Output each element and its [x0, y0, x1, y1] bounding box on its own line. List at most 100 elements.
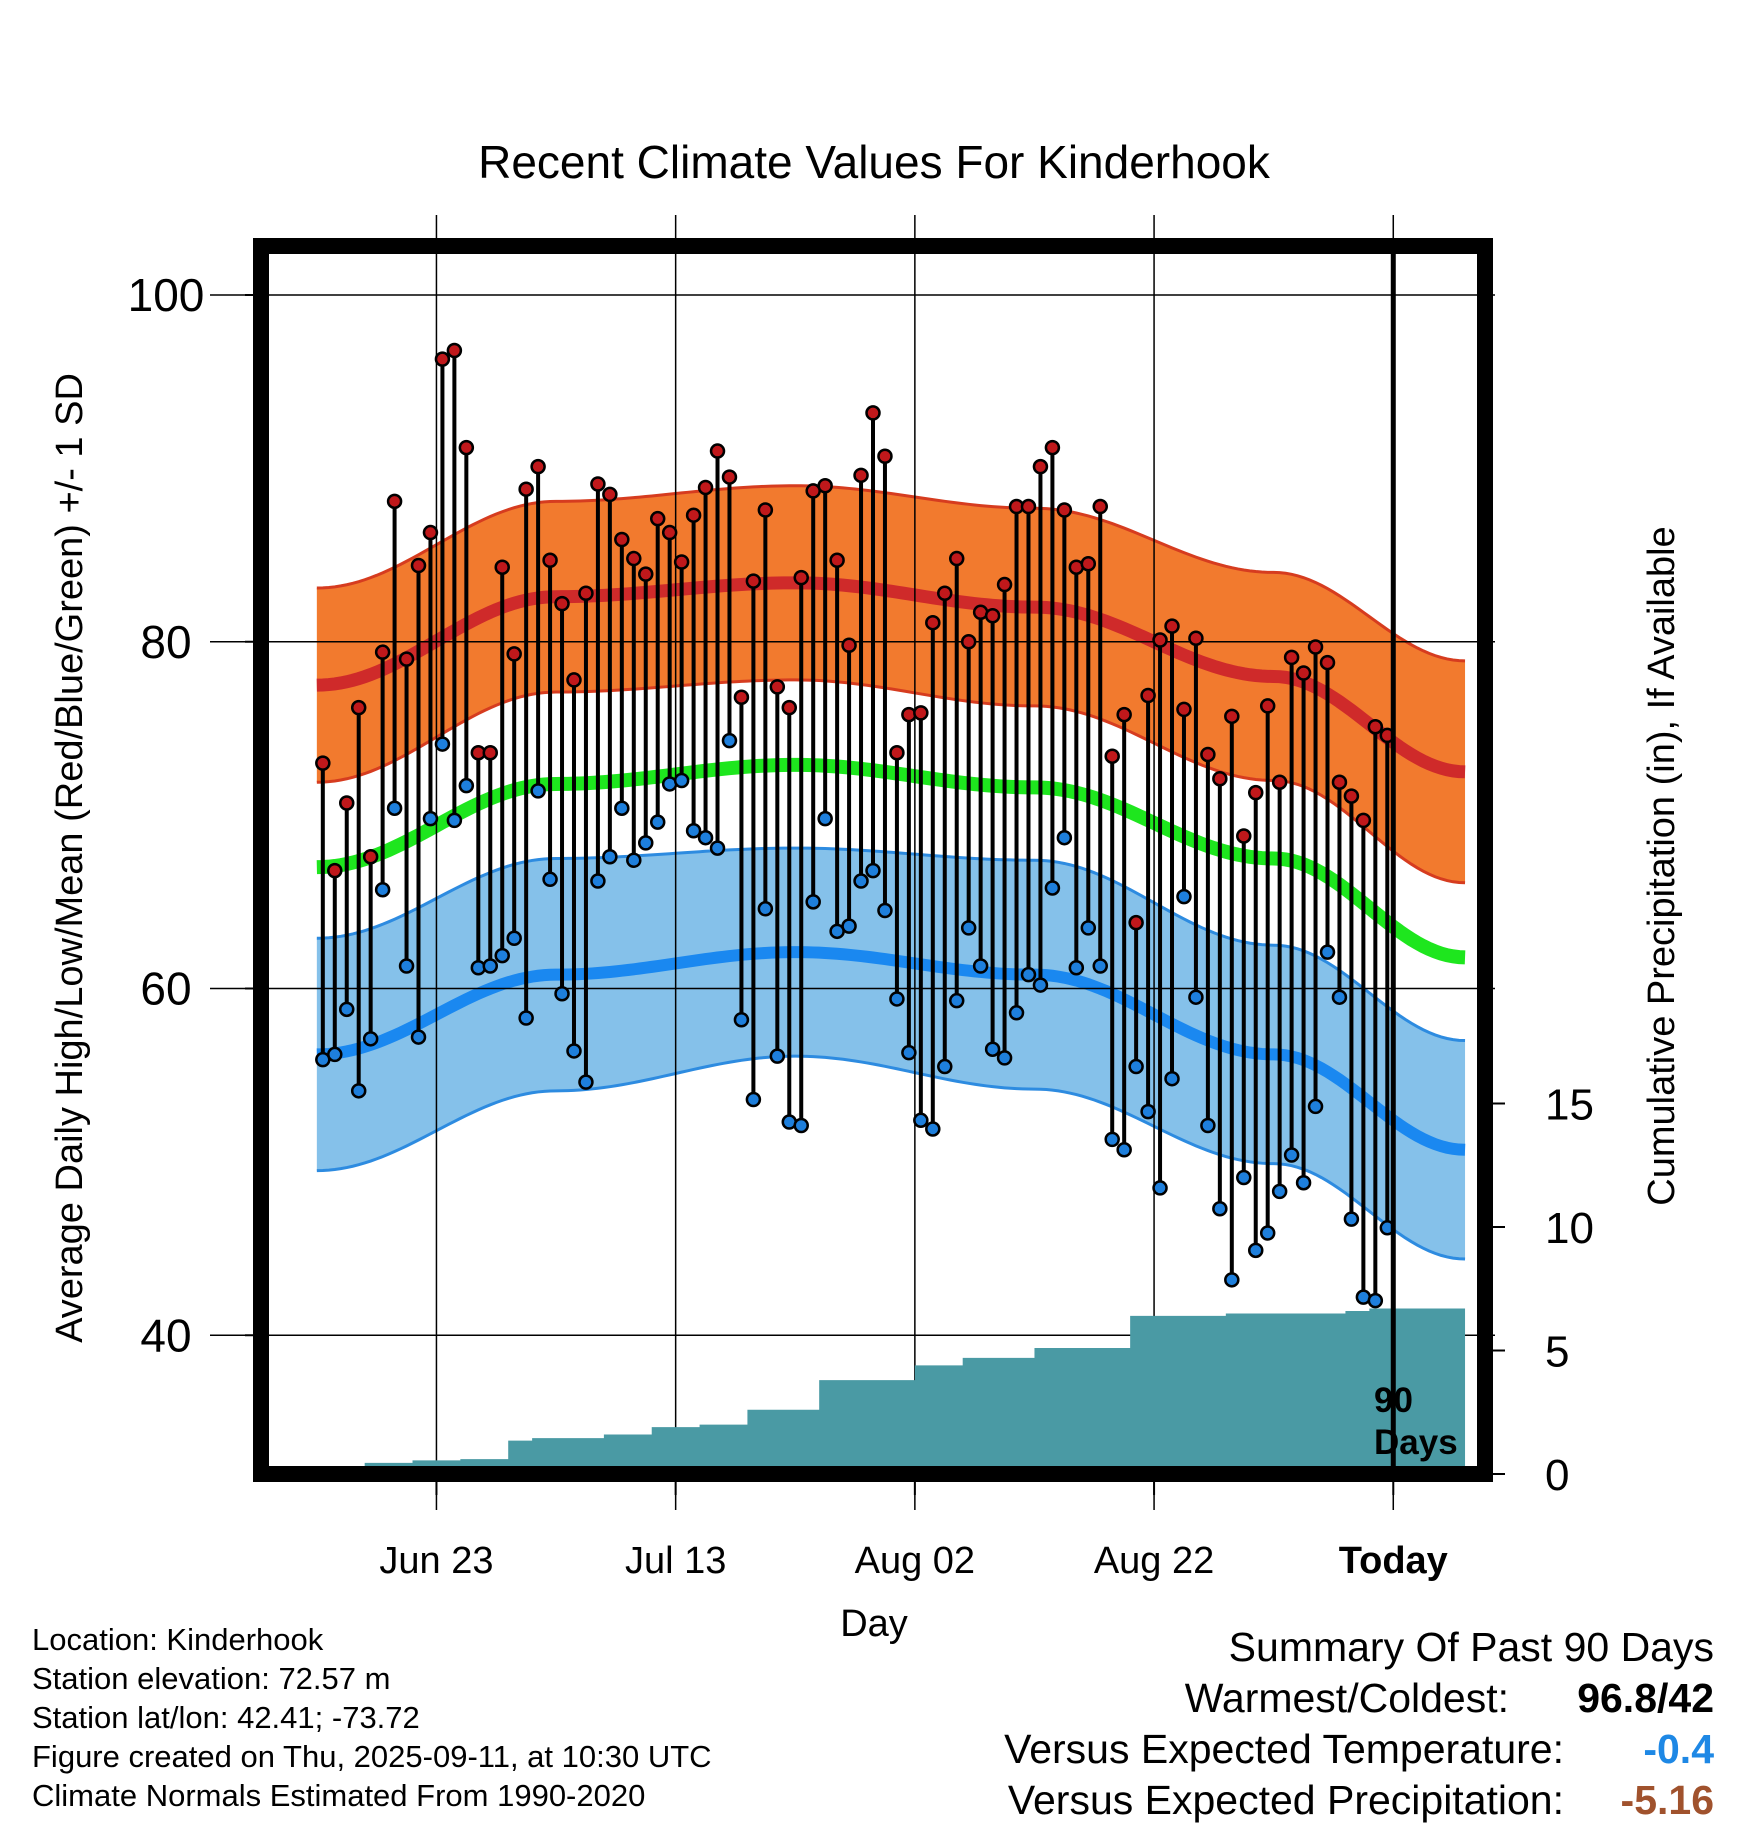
- low-normal-line: [316, 946, 1466, 1156]
- precip-value: -5.16: [1620, 1777, 1714, 1823]
- high-point: [996, 576, 1013, 593]
- low-point: [972, 958, 989, 974]
- low-point: [1140, 1103, 1156, 1120]
- high-point: [362, 849, 379, 865]
- high-point: [721, 469, 738, 485]
- elevation-text: Station elevation: 72.57 m: [32, 1661, 391, 1696]
- high-point: [1355, 812, 1372, 829]
- low-point: [865, 862, 881, 879]
- high-point: [1164, 618, 1180, 634]
- low-point: [948, 992, 965, 1009]
- low-point: [913, 1112, 929, 1129]
- high-point: [1236, 828, 1252, 844]
- low-point: [494, 947, 510, 964]
- high-point: [494, 559, 510, 575]
- high-point: [1020, 498, 1037, 515]
- y2-axis-label: Cumulative Precipitation (in), If Availa…: [1641, 526, 1683, 1205]
- low-point: [1200, 1117, 1216, 1134]
- low-point: [554, 985, 570, 1002]
- low-point: [1128, 1058, 1144, 1075]
- low-point: [960, 920, 977, 936]
- low-point: [1283, 1147, 1300, 1163]
- low-point: [566, 1043, 582, 1059]
- high-point: [1319, 654, 1336, 671]
- precip-label: Versus Expected Precipitation:: [1007, 1777, 1564, 1823]
- low-sd-band: [316, 848, 1466, 1260]
- low-point: [1259, 1225, 1276, 1241]
- x-tick-label: Aug 22: [1094, 1540, 1214, 1582]
- high-point: [614, 531, 630, 548]
- high-point: [661, 524, 678, 541]
- high-point: [1092, 498, 1108, 515]
- today-days-number: 90: [1374, 1381, 1413, 1420]
- high-point: [937, 585, 953, 601]
- high-point: [984, 608, 1001, 624]
- low-point: [1271, 1183, 1288, 1200]
- high-point: [1343, 788, 1360, 804]
- low-point: [1367, 1292, 1384, 1309]
- x-axis-label: Day: [840, 1603, 908, 1645]
- high-point: [781, 699, 798, 716]
- low-point: [362, 1031, 379, 1047]
- low-point: [530, 783, 546, 799]
- low-sd-upper: [316, 846, 1466, 1043]
- high-point: [434, 351, 451, 367]
- y-tick-label: 60: [140, 963, 191, 1015]
- low-point: [410, 1029, 427, 1045]
- high-point: [1116, 706, 1132, 723]
- mean-normal-line: [316, 757, 1466, 965]
- y-tick-label: 100: [128, 269, 205, 321]
- high-point: [829, 552, 845, 569]
- high-point: [960, 634, 977, 650]
- high-point: [1080, 556, 1097, 572]
- high-normal-line: [316, 576, 1466, 779]
- high-point: [315, 755, 331, 771]
- high-point: [1104, 748, 1120, 764]
- low-point: [685, 823, 702, 839]
- high-point: [709, 443, 726, 459]
- high-point: [1200, 746, 1216, 763]
- high-point: [1152, 632, 1168, 648]
- low-point: [733, 1011, 750, 1028]
- low-point: [697, 829, 714, 846]
- low-point: [638, 835, 654, 851]
- low-point: [398, 958, 415, 974]
- low-point: [877, 902, 893, 919]
- low-point: [506, 930, 522, 947]
- high-point: [1044, 439, 1061, 456]
- low-point: [793, 1117, 809, 1134]
- low-point: [1092, 958, 1108, 974]
- high-point: [1128, 914, 1144, 931]
- high-point: [338, 795, 355, 811]
- x-tick-label: Jun 23: [379, 1540, 493, 1582]
- temp-label: Versus Expected Temperature:: [1004, 1726, 1564, 1772]
- plot-frame: [253, 238, 1493, 1482]
- low-point: [1188, 989, 1204, 1005]
- chart-title: Recent Climate Values For Kinderhook: [478, 136, 1271, 188]
- high-point: [1283, 649, 1300, 666]
- high-point: [913, 705, 929, 721]
- summary-heading: Summary Of Past 90 Days: [1228, 1624, 1714, 1670]
- high-point: [1224, 708, 1240, 725]
- low-point: [518, 1010, 534, 1026]
- high-point: [1247, 784, 1264, 801]
- y2-tick-label: 5: [1545, 1328, 1569, 1377]
- temp-row: Versus Expected Temperature: -0.4: [1004, 1724, 1714, 1775]
- low-point: [1212, 1200, 1228, 1217]
- x-tick-label: Today: [1339, 1540, 1448, 1582]
- y2-tick-label: 0: [1545, 1451, 1569, 1500]
- y-tick-label: 40: [140, 1309, 191, 1361]
- high-point: [410, 557, 427, 574]
- low-point: [1056, 829, 1073, 846]
- high-point: [602, 486, 618, 503]
- y2-tick-label: 10: [1545, 1204, 1594, 1253]
- low-point: [1032, 977, 1049, 993]
- high-point: [566, 672, 582, 688]
- y-axis-label: Average Daily High/Low/Mean (Red/Blue/Gr…: [49, 373, 91, 1343]
- low-point: [1068, 959, 1085, 976]
- high-point: [673, 554, 690, 570]
- low-point: [1164, 1070, 1180, 1087]
- high-sd-upper: [316, 484, 1466, 663]
- high-point: [530, 458, 546, 475]
